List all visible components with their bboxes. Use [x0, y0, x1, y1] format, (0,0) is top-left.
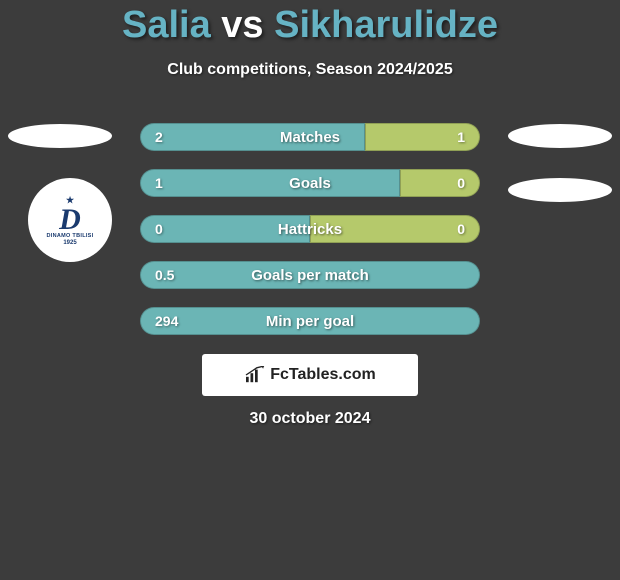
stat-bar-left: 1 [140, 169, 400, 197]
stat-row: 294Min per goal [140, 307, 480, 335]
stat-left-value: 2 [155, 129, 163, 145]
subtitle: Club competitions, Season 2024/2025 [0, 61, 620, 79]
stat-left-value: 0 [155, 221, 163, 237]
stat-right-value: 0 [457, 221, 465, 237]
stat-bars: 21Matches10Goals00Hattricks0.5Goals per … [140, 123, 480, 353]
stat-left-value: 0.5 [155, 267, 174, 283]
title-vs: vs [221, 4, 263, 46]
title-player1: Salia [122, 4, 211, 46]
stat-bar-left: 2 [140, 123, 365, 151]
brand-badge: FcTables.com [202, 354, 418, 396]
comparison-title: Salia vs Sikharulidze [0, 0, 620, 47]
stat-bar-left: 294 [140, 307, 480, 335]
player1-pic-placeholder [8, 124, 112, 148]
club-logo-letter: D [59, 206, 81, 233]
stat-bar-left: 0 [140, 215, 310, 243]
brand-text: FcTables.com [270, 366, 376, 384]
stat-bar-left: 0.5 [140, 261, 480, 289]
stat-row: 0.5Goals per match [140, 261, 480, 289]
player2-pic-placeholder [508, 124, 612, 148]
stat-bar-right: 1 [365, 123, 480, 151]
date-label: 30 october 2024 [0, 410, 620, 428]
title-player2: Sikharulidze [274, 4, 498, 46]
stat-bar-right: 0 [310, 215, 480, 243]
stat-left-value: 294 [155, 313, 178, 329]
stat-row: 10Goals [140, 169, 480, 197]
stat-left-value: 1 [155, 175, 163, 191]
stat-row: 21Matches [140, 123, 480, 151]
player2-club-placeholder [508, 178, 612, 202]
stat-right-value: 0 [457, 175, 465, 191]
stat-bar-right: 0 [400, 169, 480, 197]
club-logo-year: 1925 [63, 240, 76, 246]
player1-club-logo: ★ D DINAMO TBILISI 1925 [28, 178, 112, 262]
stat-right-value: 1 [457, 129, 465, 145]
stat-row: 00Hattricks [140, 215, 480, 243]
club-logo-name: DINAMO TBILISI [47, 233, 94, 239]
chart-icon [244, 366, 266, 384]
